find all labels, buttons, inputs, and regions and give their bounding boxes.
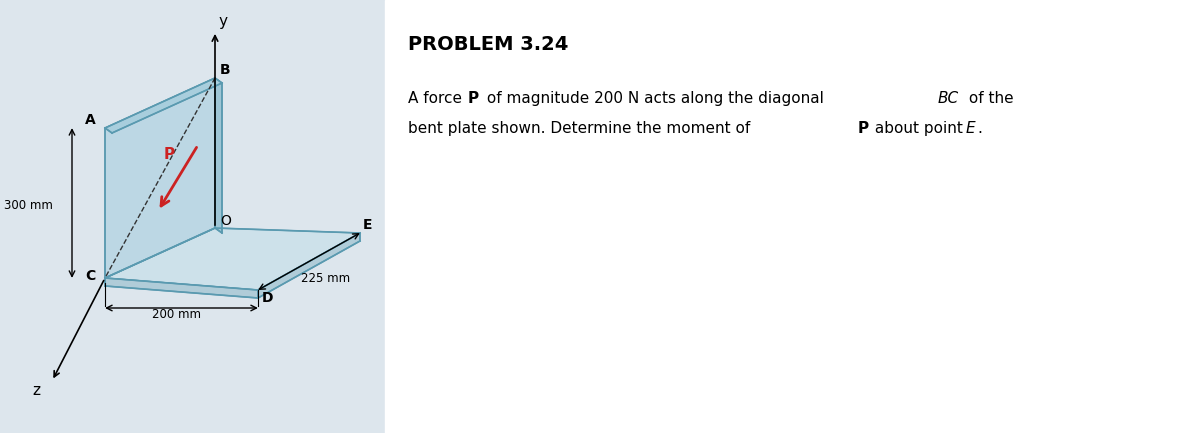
Text: C: C xyxy=(85,269,95,283)
Text: P: P xyxy=(858,121,869,136)
Text: A force: A force xyxy=(408,91,467,106)
Polygon shape xyxy=(106,278,258,298)
Polygon shape xyxy=(258,233,360,298)
Text: 300 mm: 300 mm xyxy=(4,199,53,212)
Text: E: E xyxy=(966,121,976,136)
Polygon shape xyxy=(215,78,222,233)
Text: 225 mm: 225 mm xyxy=(301,271,350,284)
Text: PROBLEM 3.24: PROBLEM 3.24 xyxy=(408,35,569,54)
Text: 200 mm: 200 mm xyxy=(152,308,202,321)
Text: P: P xyxy=(468,91,479,106)
Text: A: A xyxy=(85,113,96,127)
Text: BC: BC xyxy=(937,91,959,106)
Text: P: P xyxy=(164,147,175,162)
Text: y: y xyxy=(218,14,227,29)
Text: E: E xyxy=(364,218,372,232)
Bar xyxy=(385,0,1200,433)
Text: about point: about point xyxy=(870,121,967,136)
Text: B: B xyxy=(220,63,230,77)
Text: of the: of the xyxy=(964,91,1013,106)
Text: D: D xyxy=(262,291,274,305)
Text: .: . xyxy=(978,121,983,136)
Polygon shape xyxy=(106,228,360,290)
Text: of magnitude 200 N acts along the diagonal: of magnitude 200 N acts along the diagon… xyxy=(481,91,828,106)
Polygon shape xyxy=(106,78,222,133)
Bar xyxy=(0,0,385,433)
Text: O: O xyxy=(220,214,230,228)
Text: bent plate shown. Determine the moment of: bent plate shown. Determine the moment o… xyxy=(408,121,755,136)
Text: z: z xyxy=(32,383,40,398)
Polygon shape xyxy=(106,78,215,278)
